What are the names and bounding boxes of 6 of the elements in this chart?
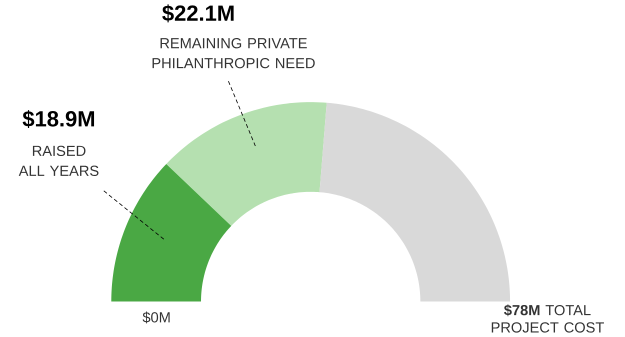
data-label: $22.1M xyxy=(162,4,234,22)
slice-label: RAISED ALL YEARS xyxy=(18,146,98,176)
data-label: $18.9M xyxy=(22,110,94,128)
slice-label: REMAINING PRIVATE PHILANTHROPIC NEED xyxy=(152,38,315,68)
text: $0M xyxy=(142,312,170,324)
text: $78M TOTAL PROJECT COST xyxy=(492,304,604,333)
